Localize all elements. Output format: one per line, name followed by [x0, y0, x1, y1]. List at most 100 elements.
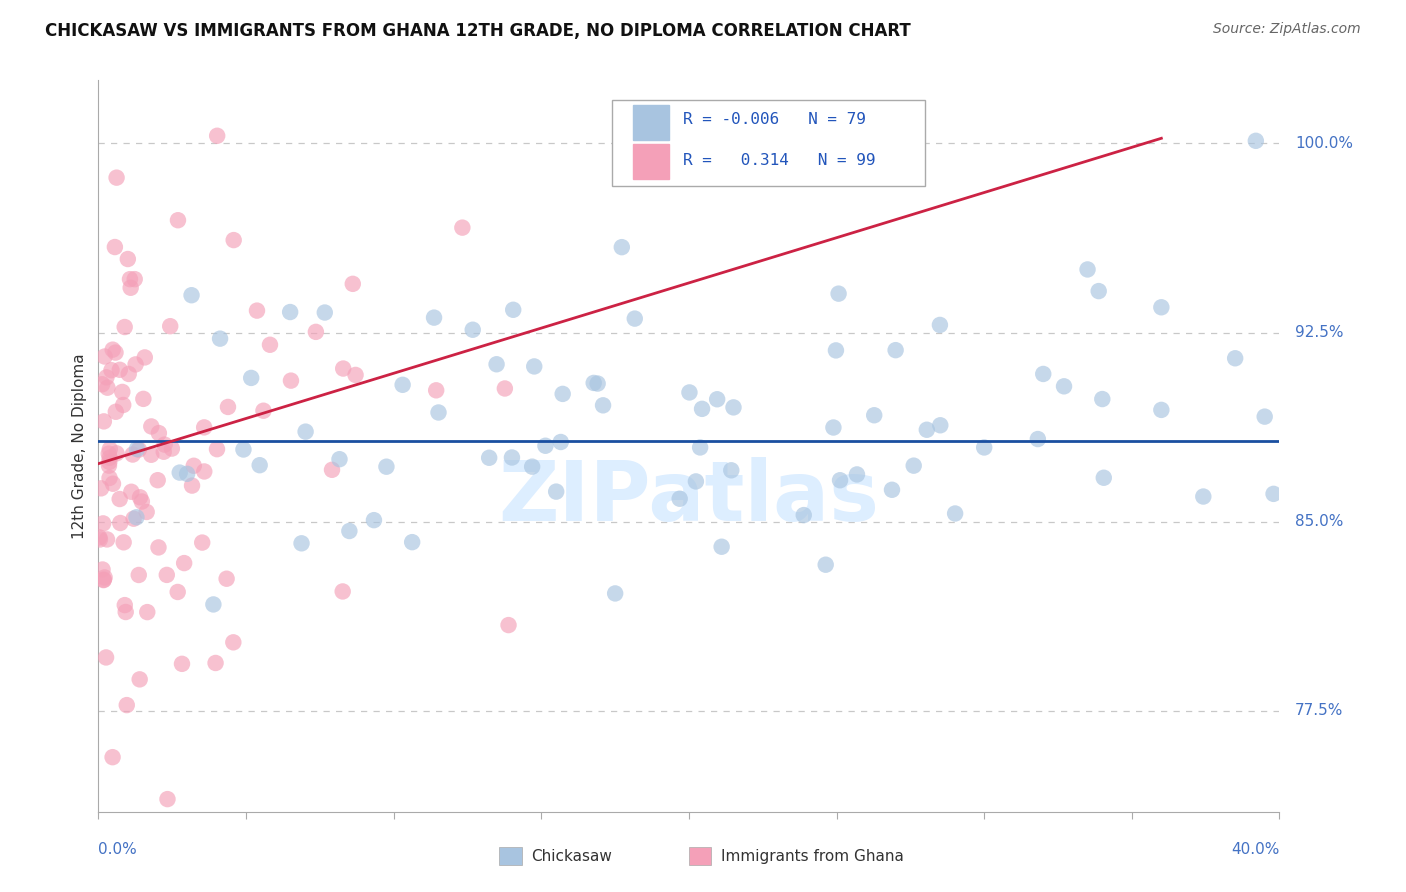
Point — [929, 418, 952, 433]
Point — [94, 650, 117, 665]
Point — [136, 605, 159, 619]
Point — [128, 442, 150, 457]
Point — [205, 128, 228, 143]
Point — [112, 535, 135, 549]
Point — [204, 656, 226, 670]
Point — [586, 376, 609, 391]
Point — [863, 409, 886, 423]
Point — [668, 491, 690, 506]
Point — [118, 367, 141, 381]
Y-axis label: 12th Grade, No Diploma: 12th Grade, No Diploma — [72, 353, 87, 539]
Point — [1244, 134, 1267, 148]
Point — [1077, 262, 1099, 277]
Point — [96, 533, 118, 547]
Text: Source: ZipAtlas.com: Source: ZipAtlas.com — [1213, 22, 1361, 37]
Point — [1192, 490, 1215, 504]
Point — [131, 494, 153, 508]
Point — [461, 323, 484, 337]
Point — [328, 452, 350, 467]
Point — [401, 535, 423, 549]
Point — [706, 392, 728, 407]
Point — [101, 343, 124, 357]
Point — [121, 448, 143, 462]
Point — [111, 384, 134, 399]
Point — [217, 400, 239, 414]
Point — [100, 363, 122, 377]
Point — [723, 401, 745, 415]
Point — [110, 516, 132, 530]
Point — [943, 507, 966, 521]
Point — [104, 240, 127, 254]
Point — [720, 463, 742, 477]
Point — [104, 345, 127, 359]
Point — [1150, 300, 1173, 314]
Point — [96, 370, 118, 384]
Point — [478, 450, 501, 465]
Point — [114, 598, 136, 612]
Point — [363, 513, 385, 527]
Text: R = -0.006   N = 79: R = -0.006 N = 79 — [683, 112, 866, 127]
Point — [929, 318, 952, 332]
Text: Immigrants from Ghana: Immigrants from Ghana — [721, 849, 904, 863]
Point — [689, 441, 711, 455]
Point — [423, 310, 446, 325]
Point — [391, 377, 413, 392]
Point — [884, 343, 907, 358]
Point — [135, 505, 157, 519]
Point — [337, 524, 360, 538]
Point — [232, 442, 254, 457]
Point — [124, 358, 146, 372]
Point — [321, 463, 343, 477]
Point — [153, 437, 176, 451]
Point — [90, 481, 112, 495]
Point — [89, 533, 111, 547]
Point — [534, 439, 557, 453]
Point — [846, 467, 869, 482]
Point — [502, 302, 524, 317]
Point — [1053, 379, 1076, 393]
Point — [91, 516, 114, 531]
Point — [93, 414, 115, 428]
Point — [278, 305, 301, 319]
Point — [582, 376, 605, 390]
Point — [973, 441, 995, 455]
Point — [332, 584, 354, 599]
Point — [294, 425, 316, 439]
Point — [173, 556, 195, 570]
Point — [101, 476, 124, 491]
Point — [342, 277, 364, 291]
Point — [246, 303, 269, 318]
Point — [96, 381, 118, 395]
Point — [259, 338, 281, 352]
Point — [93, 573, 115, 587]
Point — [215, 572, 238, 586]
Point — [332, 361, 354, 376]
Point — [685, 475, 707, 489]
Point — [159, 319, 181, 334]
Point — [129, 491, 152, 505]
Point — [114, 605, 136, 619]
Point — [180, 288, 202, 302]
Point — [160, 442, 183, 456]
Point — [252, 403, 274, 417]
Point — [108, 363, 131, 377]
Point — [1091, 392, 1114, 406]
Point — [115, 698, 138, 712]
Point — [550, 435, 572, 450]
Point — [167, 213, 190, 227]
Point — [128, 568, 150, 582]
Point — [105, 170, 128, 185]
Point — [427, 405, 450, 419]
Point — [915, 423, 938, 437]
Point — [1263, 487, 1285, 501]
Text: 77.5%: 77.5% — [1295, 703, 1343, 718]
Point — [825, 343, 848, 358]
Point — [117, 252, 139, 266]
Point — [170, 657, 193, 671]
Point — [93, 570, 115, 584]
Point — [1087, 284, 1109, 298]
Point — [152, 444, 174, 458]
Point — [1026, 432, 1049, 446]
Text: 0.0%: 0.0% — [98, 842, 138, 857]
Point — [169, 466, 191, 480]
